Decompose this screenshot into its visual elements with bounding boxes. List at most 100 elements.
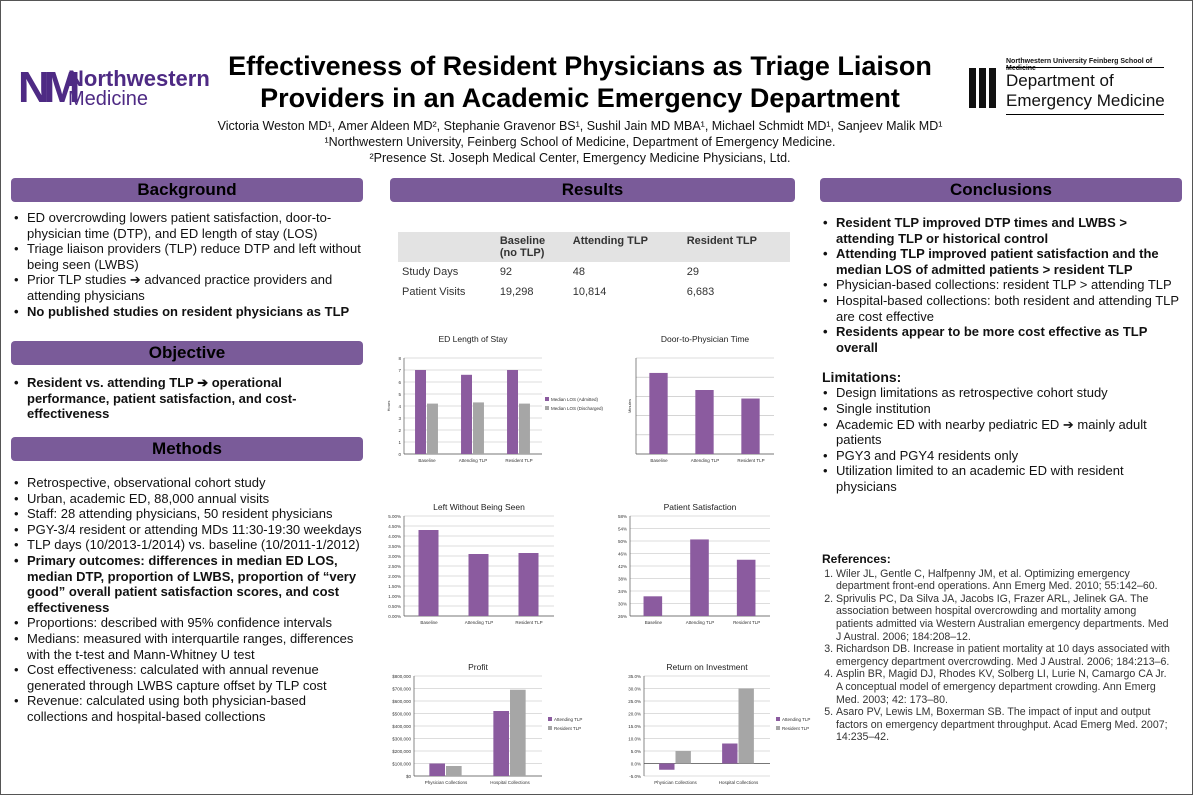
chart-title: Patient Satisfaction — [664, 502, 737, 512]
methods-item: Urban, academic ED, 88,000 annual visits — [14, 491, 363, 507]
y-tick-label: 10.0% — [628, 737, 641, 742]
y-tick-label: 4.00% — [388, 534, 401, 539]
chart-bar — [418, 530, 439, 616]
objective-heading: Objective — [11, 341, 363, 365]
x-tick-label: Baseline — [650, 458, 668, 463]
dem-logo-small: Northwestern University Feinberg School … — [1006, 58, 1153, 72]
y-tick-label: 5.00% — [388, 514, 401, 519]
x-tick-label: Attending TLP — [686, 620, 714, 625]
references-heading: References: — [822, 552, 891, 566]
table-row: Study Days 92 48 29 — [398, 262, 790, 282]
table-cell: 10,814 — [572, 286, 607, 298]
y-tick-label: $0 — [406, 774, 412, 779]
methods-item: Staff: 28 attending physicians, 50 resid… — [14, 506, 363, 522]
chart-title: Profit — [468, 662, 488, 672]
y-tick-label: 1.00% — [388, 594, 401, 599]
conclusions-heading: Conclusions — [820, 178, 1182, 202]
y-tick-label: 0.50% — [388, 604, 401, 609]
table-cell: 92 — [499, 266, 513, 278]
methods-item: Primary outcomes: differences in median … — [14, 553, 363, 615]
legend-label: Attending TLP — [782, 717, 810, 722]
chart-bar — [690, 539, 709, 616]
y-tick-label: 38% — [618, 577, 627, 582]
background-item: Triage liaison providers (TLP) reduce DT… — [14, 241, 363, 272]
chart-bar — [446, 766, 462, 776]
y-tick-label: 30.0% — [628, 687, 641, 692]
table-cell: 6,683 — [686, 286, 715, 298]
x-tick-label: Resident TLP — [733, 620, 760, 625]
department-logo: Northwestern University Feinberg School … — [968, 58, 1168, 118]
methods-item: Medians: measured with interquartile ran… — [14, 631, 363, 662]
y-axis-label: Minutes — [627, 399, 632, 413]
methods-heading: Methods — [11, 437, 363, 461]
conclusions-item: Residents appear to be more cost effecti… — [823, 324, 1182, 355]
results-table-wrap: Baseline (no TLP) Attending TLP Resident TL… — [398, 232, 790, 302]
nm-logo-line2: Medicine — [68, 88, 149, 110]
table-cell: 48 — [572, 266, 586, 278]
y-tick-label: 3 — [398, 416, 401, 421]
chart-ed-los: ED Length of Stay 0 1 2 3 4 5 6 7 8 Hours Baseline A… — [372, 330, 612, 475]
legend-label: Median LOS (Discharged) — [551, 406, 604, 411]
y-tick-label: $600,000 — [392, 699, 411, 704]
limitations-item: Academic ED with nearby pediatric ED ➔ m… — [823, 417, 1182, 448]
reference-item: Wiler JL, Gentle C, Halfpenny JM, et al.… — [836, 568, 1172, 593]
limitations-item: Design limitations as retrospective coho… — [823, 385, 1182, 401]
chart-bar — [493, 711, 509, 776]
conclusions-item: Resident TLP improved DTP times and LWBS… — [823, 215, 1182, 246]
methods-item: Revenue: calculated using both physician… — [14, 693, 363, 724]
legend-swatch — [776, 717, 780, 721]
chart-bar — [468, 554, 489, 616]
authors: Victoria Weston MD¹, Amer Aldeen MD², St… — [217, 119, 943, 133]
poster-title: Effectiveness of Resident Physicians as … — [180, 50, 980, 114]
y-tick-label: -5.0% — [629, 774, 641, 779]
chart-bar — [659, 763, 675, 770]
x-tick-label: Baseline — [418, 458, 436, 463]
y-tick-label: 0 — [398, 452, 401, 457]
methods-item: Cost effectiveness: calculated with annu… — [14, 662, 363, 693]
limitations-item: Utilization limited to an academic ED wi… — [823, 463, 1182, 494]
chart-bar — [518, 553, 539, 616]
chart-bar — [507, 370, 518, 454]
y-tick-label: 50% — [618, 539, 627, 544]
y-tick-label: $200,000 — [392, 749, 411, 754]
chart-bar — [473, 402, 484, 454]
chart-bar — [427, 403, 438, 454]
limitations-heading: Limitations: — [822, 369, 902, 386]
chart-bar — [649, 372, 668, 454]
x-tick-label: Attending TLP — [465, 620, 493, 625]
legend-label: Resident TLP — [554, 726, 581, 731]
affiliation-2: ²Presence St. Joseph Medical Center, Eme… — [369, 151, 791, 165]
chart-bar — [429, 763, 445, 776]
chart-bar — [415, 370, 426, 454]
legend-swatch — [548, 717, 552, 721]
methods-item: TLP days (10/2013-1/2014) vs. baseline (… — [14, 537, 363, 553]
reference-item: Richardson DB. Increase in patient morta… — [836, 643, 1172, 668]
chart-title: ED Length of Stay — [439, 334, 509, 344]
table-row: Patient Visits 19,298 10,814 6,683 — [398, 282, 790, 302]
y-tick-label: $500,000 — [392, 712, 411, 717]
conclusions-item: Hospital-based collections: both residen… — [823, 293, 1182, 324]
right-column: Conclusions Resident TLP improved DTP ti… — [820, 178, 1182, 495]
results-table-body: Study Days 92 48 29 Patient Visits 19,298 10,8… — [398, 262, 790, 302]
dem-logo-rule-bottom — [1006, 114, 1164, 115]
conclusions-item: Physician-based collections: resident TL… — [823, 277, 1182, 293]
dem-logo-line2: Emergency Medicine — [1006, 91, 1165, 110]
chart-bar — [461, 374, 472, 454]
x-tick-label: Resident TLP — [737, 458, 764, 463]
y-tick-label: 26% — [618, 614, 627, 619]
x-tick-label: Hospital Collections — [719, 780, 759, 785]
background-heading: Background — [11, 178, 363, 202]
methods-list: Retrospective, observational cohort stud… — [11, 475, 363, 725]
y-tick-label: 5 — [398, 392, 401, 397]
methods-item: Retrospective, observational cohort stud… — [14, 475, 363, 491]
y-tick-label: 3.50% — [388, 544, 401, 549]
results-heading: Results — [390, 178, 795, 202]
legend-swatch — [545, 397, 549, 401]
legend-swatch — [548, 726, 552, 730]
background-list: ED overcrowding lowers patient satisfact… — [11, 210, 363, 319]
chart-bar — [695, 390, 714, 454]
y-tick-label: 1.50% — [388, 584, 401, 589]
y-tick-label: 20.0% — [628, 712, 641, 717]
legend-label: Resident TLP — [782, 726, 809, 731]
y-tick-label: 2 — [398, 428, 401, 433]
